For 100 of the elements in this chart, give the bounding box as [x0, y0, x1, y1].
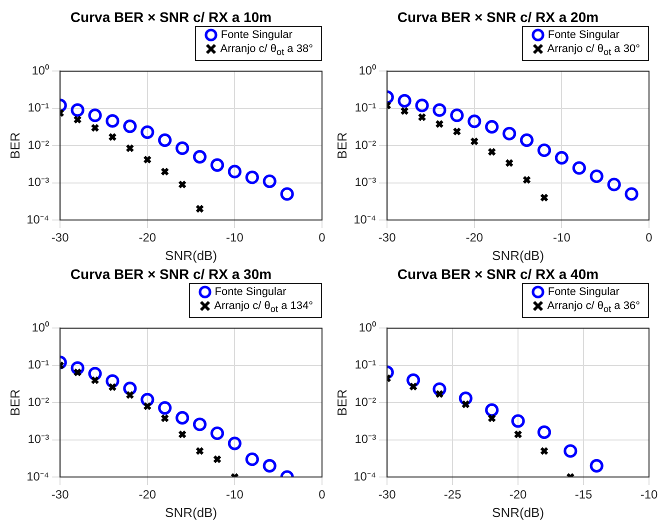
point	[108, 383, 117, 392]
y-tick-label: 10⁻³	[28, 175, 50, 190]
y-tick-label: 10⁻¹	[354, 358, 376, 372]
legend-label: Arranjo c/ θ$_{ot}$ a 134°	[214, 300, 313, 314]
y-tick-label: 10⁻¹	[28, 100, 50, 115]
point	[540, 446, 549, 456]
point	[511, 414, 525, 428]
y-tick-label: 10⁻¹	[28, 358, 50, 372]
point	[435, 120, 444, 129]
point	[280, 187, 294, 202]
y-tick-label: 10⁻³	[28, 432, 50, 446]
point	[607, 178, 621, 192]
point	[245, 452, 259, 466]
x-tick-label: -10	[226, 230, 244, 245]
point	[160, 168, 170, 176]
point	[90, 376, 100, 385]
x-tick-label: -10	[640, 488, 658, 502]
point	[178, 180, 187, 190]
y-tick-label: 10⁰	[32, 64, 50, 78]
y-tick-label: 10⁻²	[354, 395, 376, 410]
legend-label: Arranjo c/ θ$_{ot}$ a 36°	[547, 300, 640, 314]
point	[450, 108, 464, 122]
x-tick-label: 0	[646, 230, 653, 245]
point	[452, 127, 462, 136]
x-axis-title: SNR(dB)	[492, 505, 544, 520]
y-tick-label: 10⁻⁴	[354, 470, 376, 484]
point	[624, 187, 638, 202]
y-tick-label: 10⁻¹	[354, 100, 376, 115]
point	[192, 418, 207, 432]
x-tick-label: -20	[466, 230, 484, 245]
y-axis-title: BER	[7, 132, 22, 160]
point	[398, 94, 412, 108]
y-tick-label: 10⁻⁴	[354, 212, 376, 227]
legend-label: Arranjo c/ θ$_{ot}$ a 30°	[547, 43, 640, 58]
point	[126, 390, 134, 400]
point	[160, 414, 170, 423]
point	[245, 170, 259, 184]
x-tick-label: -30	[378, 230, 396, 245]
point	[158, 401, 172, 415]
point	[537, 426, 552, 440]
point	[470, 137, 479, 146]
x-tick-label: -10	[226, 488, 244, 502]
y-tick-label: 10⁻⁴	[26, 212, 50, 227]
point	[418, 113, 426, 122]
point	[502, 127, 516, 141]
point	[228, 165, 242, 179]
point	[488, 148, 496, 156]
y-axis-title: BER	[334, 390, 350, 416]
x-tick-label: -25	[444, 488, 462, 502]
y-tick-label: 10⁻²	[354, 138, 376, 152]
legend-label: Fonte Singular	[548, 286, 620, 298]
x-tick-label: -30	[51, 488, 70, 502]
point	[108, 132, 117, 142]
point	[158, 134, 172, 148]
y-tick-label: 10⁻³	[354, 432, 376, 446]
y-tick-label: 10⁰	[358, 64, 376, 78]
point	[590, 170, 604, 184]
point	[415, 98, 429, 113]
point	[210, 158, 224, 172]
legend-label: Fonte Singular	[548, 29, 620, 41]
point	[195, 204, 204, 214]
point	[140, 126, 154, 140]
chart-title: Curva BER × SNR c/ RX a 20m	[396, 8, 600, 26]
point	[262, 174, 276, 188]
x-axis-title: SNR(dB)	[165, 505, 218, 520]
chart-title: Curva BER × SNR c/ RX a 10m	[69, 8, 273, 26]
y-tick-label: 10⁻²	[28, 395, 50, 410]
legend-label: Arranjo c/ θ$_{ot}$ a 38°	[220, 43, 313, 58]
point	[408, 382, 418, 392]
point	[564, 444, 578, 458]
point	[520, 134, 534, 148]
point	[461, 400, 470, 409]
point	[262, 459, 276, 473]
point	[212, 455, 222, 464]
x-tick-label: -20	[138, 488, 156, 502]
point	[210, 426, 224, 440]
point	[70, 104, 84, 118]
x-tick-label: -10	[553, 230, 571, 245]
point	[126, 144, 134, 153]
legend-label: Fonte Singular	[214, 286, 286, 298]
y-tick-label: 10⁰	[32, 320, 50, 335]
point	[123, 120, 137, 134]
point	[554, 151, 568, 165]
chart-title: Curva BER × SNR c/ RX a 40m	[396, 265, 600, 283]
point	[488, 414, 496, 423]
x-tick-label: -20	[509, 488, 528, 502]
y-tick-label: 10⁰	[358, 320, 376, 335]
y-tick-label: 10⁻³	[354, 175, 376, 190]
point	[73, 116, 82, 124]
point	[176, 411, 190, 425]
point	[176, 142, 190, 156]
point	[468, 114, 482, 128]
point	[435, 390, 444, 399]
point	[88, 108, 102, 122]
point	[195, 446, 204, 456]
point	[540, 194, 549, 202]
point	[504, 158, 514, 168]
x-axis-title: SNR(dB)	[165, 248, 218, 264]
legend-label: Fonte Singular	[220, 29, 292, 41]
x-tick-label: 0	[318, 230, 326, 245]
